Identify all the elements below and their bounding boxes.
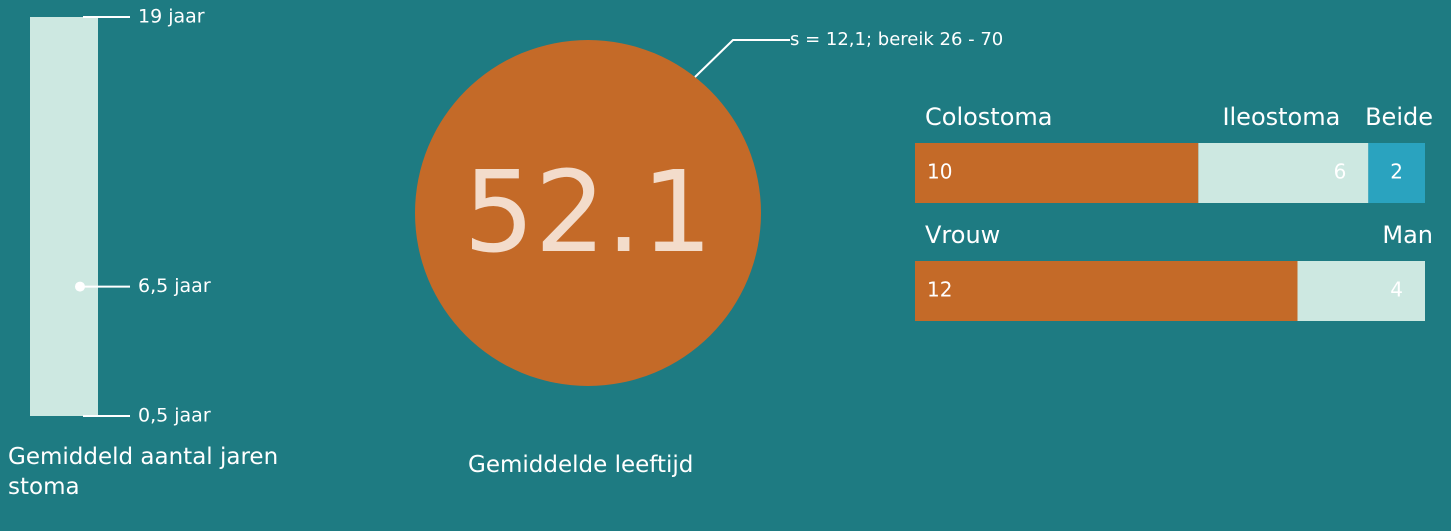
circle-title: Gemiddelde leeftijd [468, 452, 694, 478]
segment-value: 4 [1390, 278, 1403, 302]
segment-name: Beide [1365, 103, 1433, 131]
range-label: 6,5 jaar [138, 275, 211, 297]
bar-segment [1368, 143, 1425, 203]
range-label: 0,5 jaar [138, 405, 211, 427]
bar-segment [1198, 143, 1369, 203]
mean-dot [75, 281, 85, 292]
annotation-line [694, 39, 790, 78]
annotation: s = 12,1; bereik 26 - 70 [790, 29, 1003, 50]
segment-value: 6 [1334, 160, 1347, 184]
segment-name: Vrouw [925, 221, 1000, 249]
age-value: 52.1 [463, 148, 712, 278]
bar-segment [915, 143, 1199, 203]
segment-name: Man [1382, 221, 1433, 249]
bar-segment [1297, 261, 1425, 321]
segment-value: 12 [927, 278, 952, 302]
segment-value: 2 [1390, 160, 1403, 184]
range-title: Gemiddeld aantal jaren stoma [8, 444, 279, 500]
segment-value: 10 [927, 160, 952, 184]
range-label: 19 jaar [138, 6, 205, 28]
age-circle [415, 40, 761, 386]
bar-segment [915, 261, 1298, 321]
segment-name: Ileostoma [1222, 103, 1340, 131]
segment-name: Colostoma [925, 103, 1052, 131]
range-bar [30, 17, 98, 416]
